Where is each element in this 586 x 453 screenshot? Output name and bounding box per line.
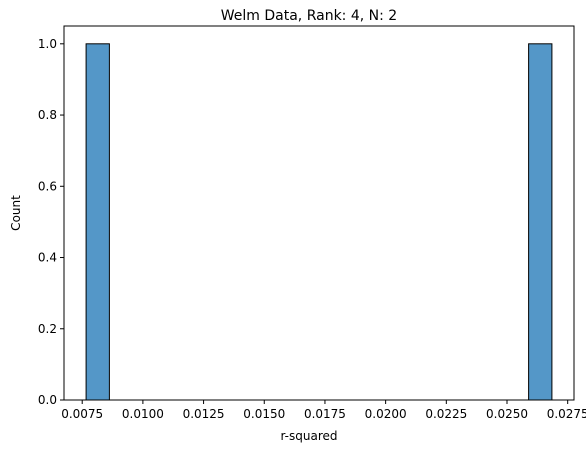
x-axis-label: r-squared xyxy=(281,429,338,443)
x-tick-label: 0.0275 xyxy=(547,407,586,421)
y-tick-label: 0.8 xyxy=(38,108,57,122)
chart-title: Welm Data, Rank: 4, N: 2 xyxy=(221,8,397,24)
x-tick-label: 0.0250 xyxy=(486,407,528,421)
y-axis-ticks: 0.0 0.2 0.4 0.6 0.8 1.0 xyxy=(38,37,64,407)
y-axis-label: Count xyxy=(9,195,23,231)
x-tick-label: 0.0150 xyxy=(243,407,285,421)
plot-frame xyxy=(63,25,575,401)
y-tick-label: 1.0 xyxy=(38,37,57,51)
histogram-bar-1 xyxy=(85,43,110,401)
x-axis-ticks: 0.0075 0.0100 0.0125 0.0150 0.0175 0.0200 0.02… xyxy=(61,400,586,421)
y-tick-label: 0.0 xyxy=(38,393,57,407)
x-tick-label: 0.0100 xyxy=(122,407,164,421)
x-tick-label: 0.0175 xyxy=(304,407,346,421)
histogram-bar-2 xyxy=(528,43,553,401)
x-tick-label: 0.0200 xyxy=(365,407,407,421)
y-tick-label: 0.2 xyxy=(38,322,57,336)
y-tick-label: 0.6 xyxy=(38,179,57,193)
histogram-bars xyxy=(85,43,553,401)
x-tick-label: 0.0075 xyxy=(61,407,103,421)
x-tick-label: 0.0125 xyxy=(183,407,225,421)
x-tick-label: 0.0225 xyxy=(425,407,467,421)
y-tick-label: 0.4 xyxy=(38,251,57,265)
